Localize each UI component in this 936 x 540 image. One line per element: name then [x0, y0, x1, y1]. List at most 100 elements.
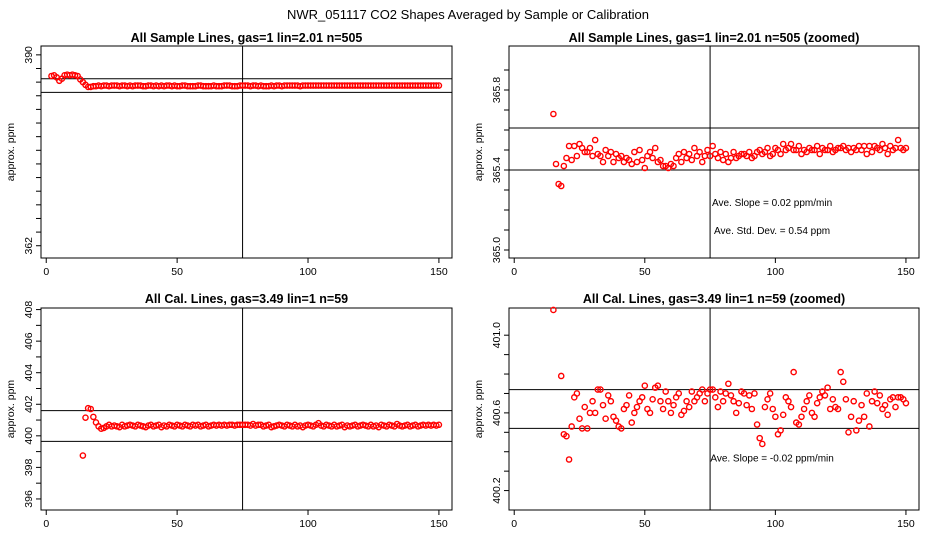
data-point — [811, 413, 818, 421]
y-tick-label: 401.0 — [491, 322, 503, 348]
data-points — [550, 110, 910, 190]
x-tick-label: 100 — [767, 266, 785, 278]
data-point — [787, 403, 795, 411]
data-point — [685, 150, 693, 158]
chart-panel-4: All Cal. Lines, gas=3.49 lin=1 n=59 (zoo… — [473, 292, 920, 530]
y-tick-label: 400.6 — [491, 400, 503, 426]
x-tick-label: 50 — [171, 266, 183, 278]
data-point — [704, 146, 711, 154]
data-point — [735, 399, 743, 407]
data-point — [604, 392, 612, 399]
data-point — [646, 148, 654, 156]
y-tick-label: 365.0 — [491, 237, 503, 263]
data-point — [576, 415, 583, 423]
data-point — [701, 397, 709, 405]
data-point — [769, 150, 777, 158]
data-point — [714, 403, 722, 411]
data-point — [764, 395, 771, 403]
data-point — [698, 158, 706, 166]
data-point — [662, 388, 669, 395]
data-point — [800, 405, 808, 413]
data-point — [863, 390, 871, 397]
data-point — [884, 411, 891, 419]
data-point — [432, 82, 440, 89]
data-point — [868, 148, 876, 156]
x-tick-label: 50 — [639, 266, 651, 278]
x-tick-label: 0 — [43, 518, 49, 530]
panel-title: All Cal. Lines, gas=3.49 lin=1 n=59 (zoo… — [583, 292, 845, 306]
data-point — [591, 409, 599, 417]
data-point — [670, 162, 677, 170]
data-point — [790, 146, 797, 154]
data-point — [657, 156, 664, 164]
data-point — [766, 390, 774, 397]
data-point — [779, 140, 787, 148]
figure-title: NWR_051117 CO2 Shapes Averaged by Sample… — [287, 7, 649, 22]
data-point — [646, 409, 654, 417]
data-point — [853, 427, 860, 434]
panel-title: All Cal. Lines, gas=3.49 lin=1 n=59 — [145, 292, 348, 306]
data-point — [798, 413, 805, 421]
data-point — [631, 409, 638, 417]
data-point — [657, 397, 664, 405]
data-point — [873, 399, 881, 407]
data-point — [607, 397, 615, 405]
data-point — [722, 150, 730, 158]
data-point — [779, 411, 787, 419]
data-point — [860, 413, 868, 421]
x-tick-label: 150 — [430, 266, 448, 278]
data-point — [638, 156, 646, 164]
data-point — [667, 409, 675, 417]
data-point — [641, 164, 649, 172]
data-point — [581, 403, 589, 411]
data-point — [623, 401, 630, 409]
data-point — [821, 392, 829, 399]
data-point — [845, 429, 852, 436]
data-point — [706, 386, 714, 393]
data-point — [850, 397, 858, 405]
data-point — [82, 414, 89, 421]
data-point — [550, 110, 557, 118]
data-point — [597, 386, 604, 393]
x-tick-label: 100 — [299, 266, 317, 278]
data-point — [584, 425, 591, 432]
data-point — [777, 150, 784, 158]
data-point — [691, 144, 698, 152]
plot-frame — [40, 307, 453, 511]
x-tick-label: 100 — [299, 518, 317, 530]
data-point — [683, 397, 690, 405]
data-point — [777, 427, 784, 434]
data-point — [751, 390, 758, 397]
data-point — [785, 397, 792, 405]
y-tick-label: 365.4 — [491, 157, 503, 183]
data-points — [550, 306, 910, 463]
data-point — [748, 405, 756, 413]
data-point — [719, 397, 727, 405]
data-point — [842, 395, 850, 403]
y-tick-label: 396 — [23, 490, 35, 508]
data-point — [435, 421, 443, 429]
data-points — [79, 404, 443, 459]
data-point — [688, 156, 696, 164]
data-point — [902, 399, 910, 407]
data-point — [824, 384, 831, 391]
x-tick-label: 50 — [639, 518, 651, 530]
data-point — [787, 140, 795, 148]
data-point — [795, 142, 803, 150]
data-point — [79, 452, 87, 459]
data-point — [709, 142, 716, 150]
data-point — [670, 401, 677, 409]
data-point — [573, 152, 581, 160]
data-point — [761, 403, 769, 411]
data-point — [803, 397, 811, 405]
y-tick-label: 365.8 — [491, 77, 503, 103]
data-point — [712, 394, 719, 401]
data-point — [563, 432, 570, 440]
data-point — [649, 395, 656, 403]
data-point — [654, 382, 662, 389]
data-point — [573, 390, 581, 397]
x-tick-label: 50 — [171, 518, 183, 530]
data-point — [745, 148, 753, 156]
data-point — [858, 401, 865, 409]
